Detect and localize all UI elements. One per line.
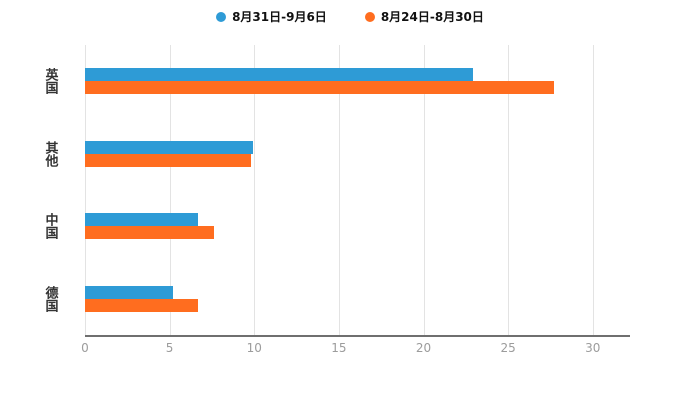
- bar-row: [85, 45, 630, 118]
- bar[interactable]: [85, 298, 199, 312]
- bar-row: [85, 190, 630, 263]
- bar-rows: [85, 45, 630, 335]
- y-axis-label: 英国: [40, 45, 60, 118]
- bar[interactable]: [85, 226, 214, 240]
- bar[interactable]: [85, 285, 173, 299]
- legend-label: 8月31日-9月6日: [232, 10, 327, 24]
- y-axis-label-text: 其他: [42, 140, 58, 167]
- x-tick-label: 20: [415, 341, 432, 355]
- gridline: [85, 45, 86, 335]
- bar-row: [85, 263, 630, 336]
- y-axis-label-text: 德国: [42, 285, 58, 312]
- y-axis-labels: 英国 其他 中国 德国: [40, 45, 60, 335]
- bar-group: [85, 68, 630, 95]
- y-axis-label: 德国: [40, 263, 60, 336]
- x-axis: 0 5 10 15 20 25 30: [81, 341, 630, 361]
- bar[interactable]: [85, 81, 554, 95]
- legend-dot-icon: [364, 11, 375, 22]
- x-tick-label: 0: [81, 341, 89, 355]
- x-tick-label: 30: [585, 341, 601, 355]
- plot-area: [85, 45, 630, 337]
- chart-legend: 8月31日-9月6日 8月24日-8月30日: [0, 8, 700, 25]
- bar[interactable]: [85, 213, 199, 227]
- legend-item-0[interactable]: 8月31日-9月6日: [216, 8, 327, 25]
- gridline: [592, 45, 594, 335]
- gridline: [508, 45, 510, 335]
- y-axis-label-text: 中国: [42, 213, 58, 240]
- y-axis-label-text: 英国: [42, 68, 58, 95]
- bar-row: [85, 118, 630, 191]
- bar-group: [85, 213, 630, 240]
- legend-item-1[interactable]: 8月24日-8月30日: [364, 8, 484, 25]
- legend-dot-icon: [216, 11, 227, 22]
- gridline: [338, 45, 340, 335]
- bar-group: [85, 285, 630, 312]
- y-axis-label: 其他: [40, 118, 60, 191]
- legend-label: 8月24日-8月30日: [380, 10, 484, 24]
- bar[interactable]: [85, 153, 251, 167]
- bar-group: [85, 140, 630, 167]
- bar[interactable]: [85, 68, 473, 82]
- y-axis-label: 中国: [40, 190, 60, 263]
- gridline: [423, 45, 425, 335]
- x-tick-label: 10: [246, 341, 262, 355]
- x-tick-label: 5: [165, 341, 174, 355]
- x-tick-label: 15: [331, 341, 347, 355]
- gridline: [254, 45, 256, 335]
- bar[interactable]: [85, 140, 253, 154]
- gridline: [169, 45, 171, 335]
- x-tick-label: 25: [500, 341, 516, 355]
